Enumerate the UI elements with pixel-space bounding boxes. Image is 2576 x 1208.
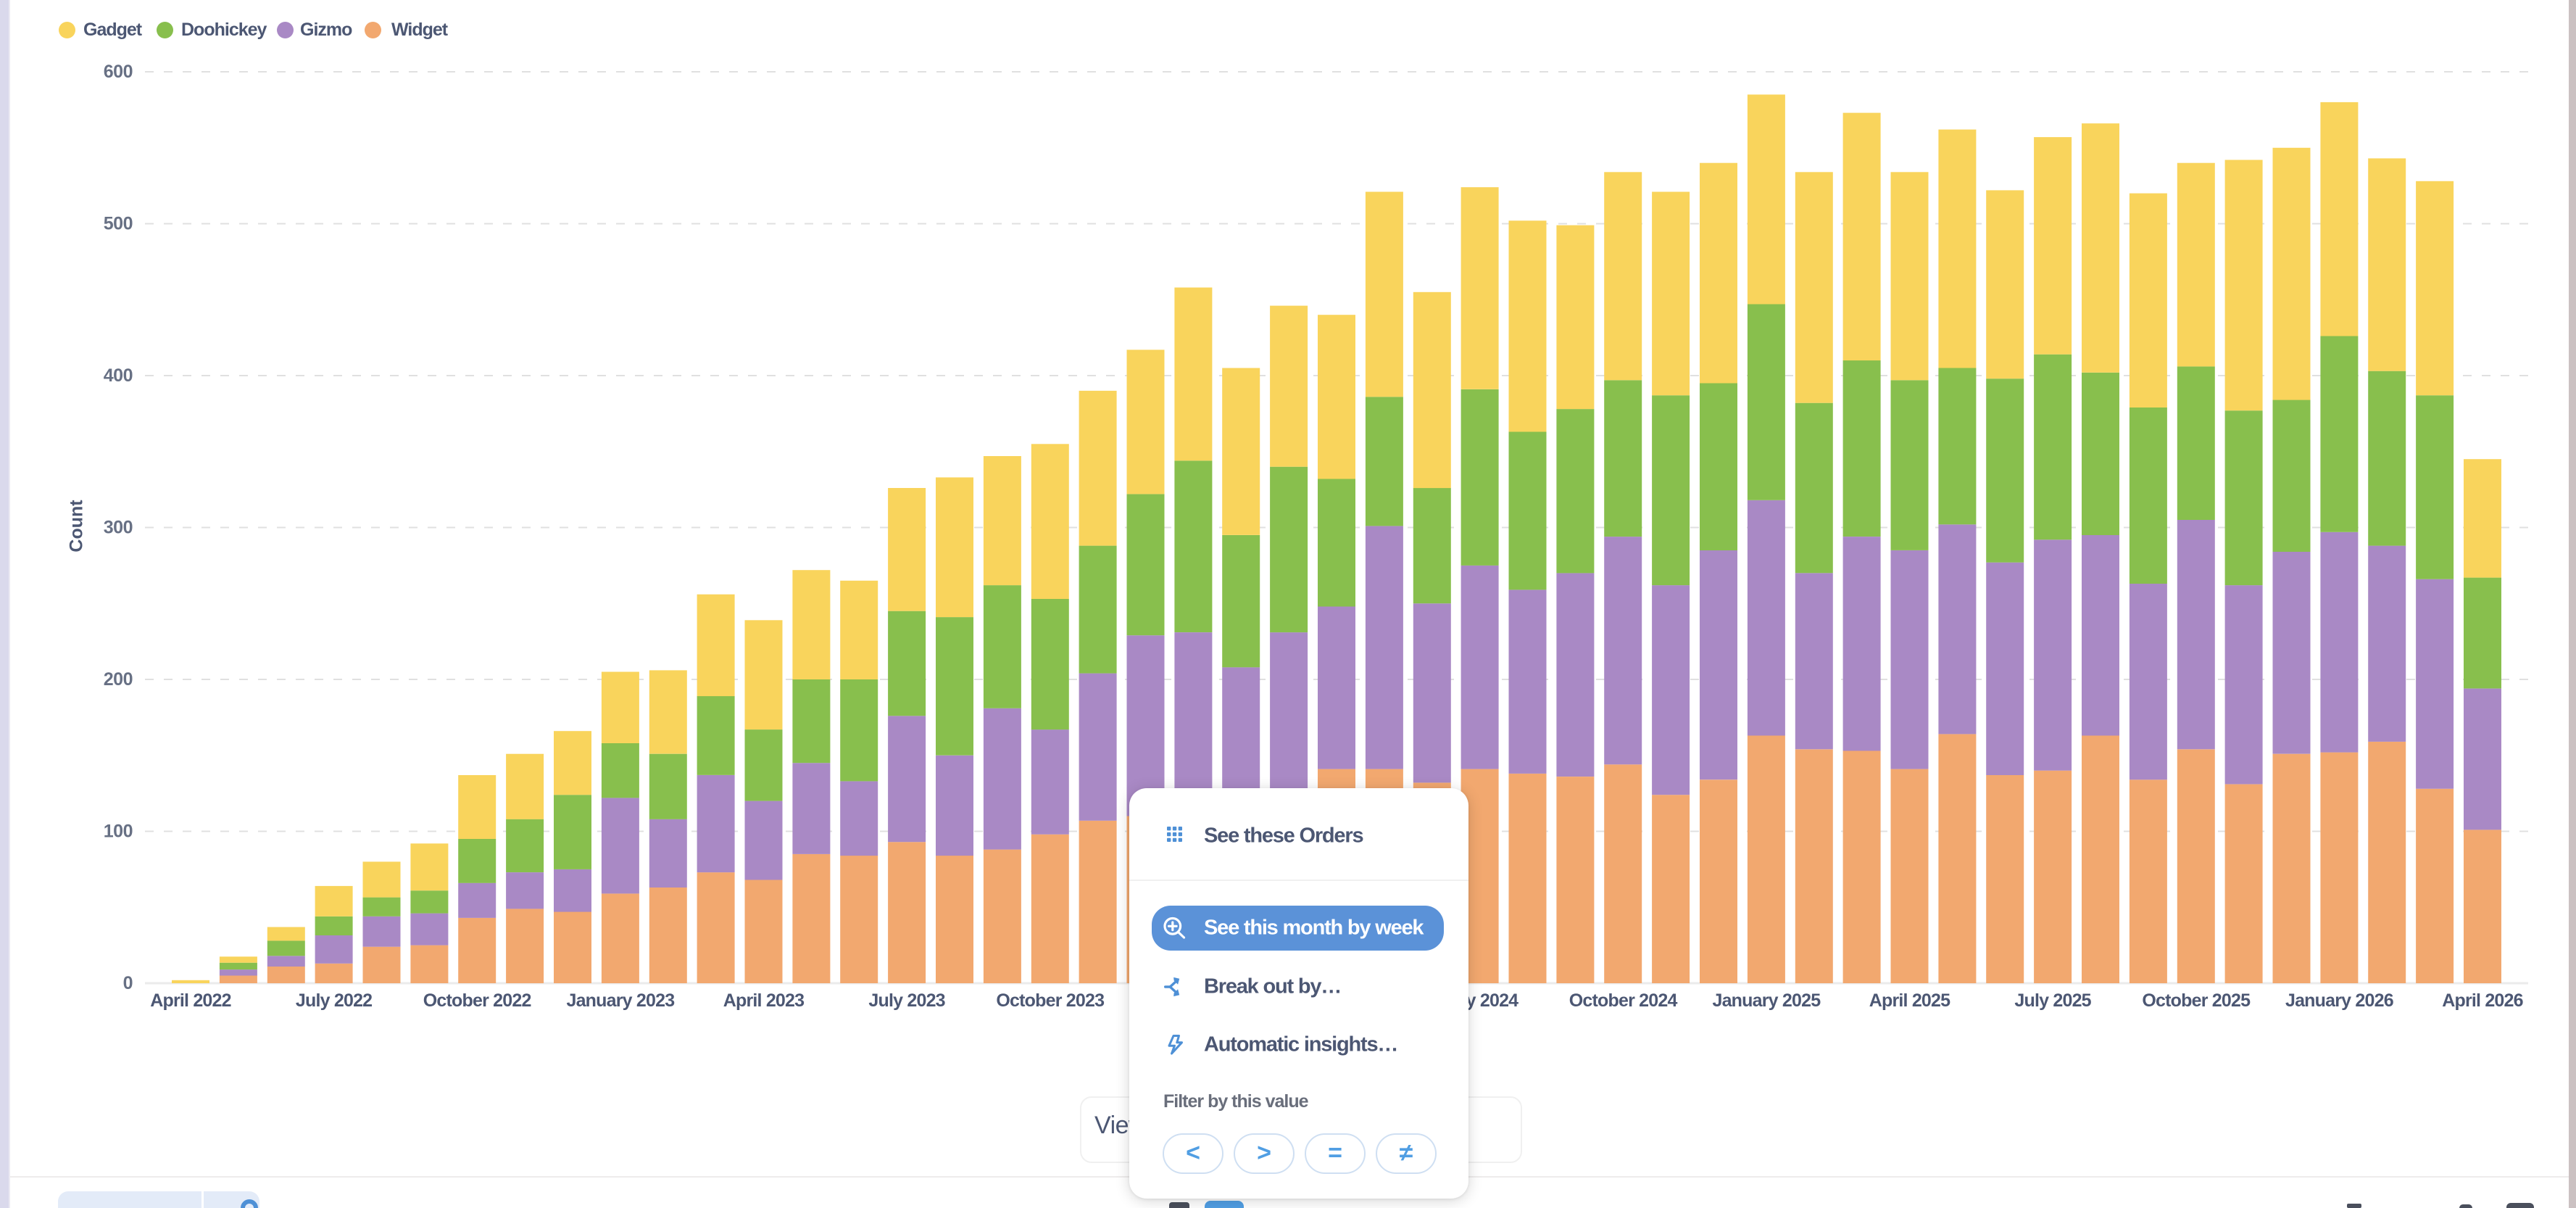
svg-text:600: 600: [104, 62, 133, 82]
svg-text:July 2022: July 2022: [296, 990, 372, 1011]
svg-text:100: 100: [104, 822, 133, 842]
svg-text:April 2022: April 2022: [150, 990, 231, 1011]
svg-text:500: 500: [104, 214, 133, 234]
svg-text:200: 200: [104, 669, 133, 690]
svg-text:300: 300: [104, 518, 133, 538]
svg-text:April 2026: April 2026: [2442, 990, 2523, 1011]
svg-text:October 2024: October 2024: [1569, 990, 1678, 1011]
svg-text:0: 0: [123, 973, 133, 993]
svg-text:October 2023: October 2023: [996, 990, 1104, 1011]
svg-text:January 2023: January 2023: [566, 990, 674, 1011]
svg-text:400: 400: [104, 365, 133, 386]
svg-text:October 2025: October 2025: [2142, 990, 2251, 1011]
svg-text:July 2025: July 2025: [2014, 990, 2091, 1011]
svg-text:April 2025: April 2025: [1869, 990, 1950, 1011]
svg-text:January 2026: January 2026: [2285, 990, 2393, 1011]
svg-text:April 2023: April 2023: [723, 990, 805, 1011]
svg-text:January 2025: January 2025: [1712, 990, 1821, 1011]
svg-text:July 2023: July 2023: [868, 990, 944, 1011]
svg-text:October 2022: October 2022: [423, 990, 531, 1011]
